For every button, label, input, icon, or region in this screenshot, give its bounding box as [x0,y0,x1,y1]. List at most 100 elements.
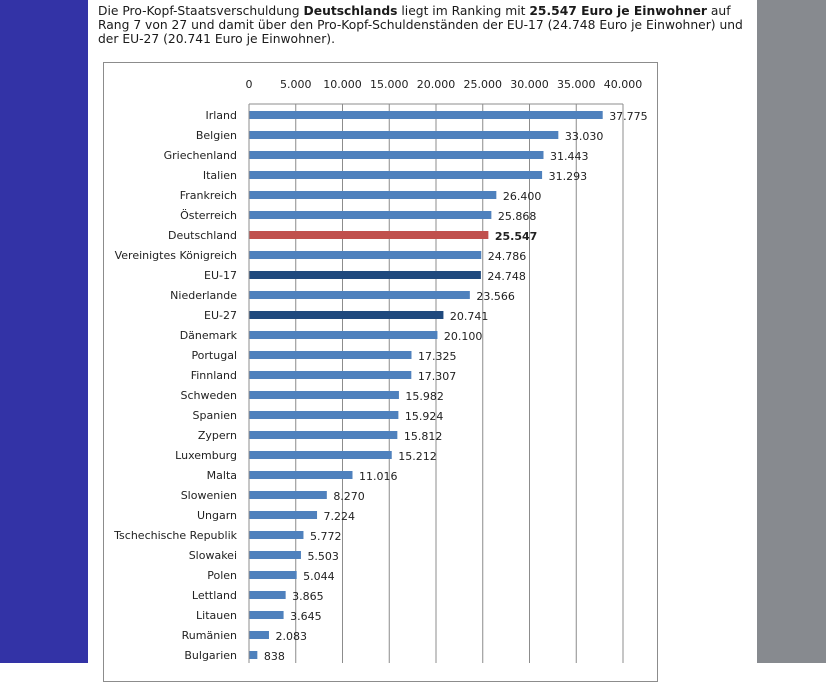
bar [249,511,318,519]
bar [249,431,398,439]
bar [249,331,438,339]
data-label: 7.224 [324,510,356,523]
category-label: Niederlande [170,289,237,302]
data-label: 15.812 [404,430,443,443]
left-sidebar-band [0,0,88,663]
intro-bold-germany: Deutschlands [303,4,398,18]
bar [249,451,392,459]
bar [249,211,492,219]
bar [249,191,497,199]
bar [249,471,353,479]
category-label: Slowakei [189,549,237,562]
bar [249,591,286,599]
data-label: 33.030 [565,130,604,143]
bar [249,371,412,379]
category-label: Schweden [181,389,238,402]
x-tick-label: 35.000 [557,78,596,91]
x-tick-label: 5.000 [280,78,312,91]
intro-text-2: liegt im Ranking mit [397,4,530,18]
category-label: Spanien [193,409,238,422]
bar [249,351,412,359]
bar [249,391,399,399]
data-label: 20.741 [450,310,489,323]
category-label: Rumänien [182,629,237,642]
category-label: Österreich [180,209,237,222]
bar [249,311,444,319]
bar [249,651,258,659]
x-tick-label: 0 [246,78,253,91]
data-label: 5.503 [307,550,339,563]
data-label: 31.443 [550,150,589,163]
data-label: 3.865 [292,590,324,603]
x-tick-label: 10.000 [323,78,362,91]
category-label: Polen [207,569,237,582]
data-label: 3.645 [290,610,322,623]
intro-bold-amount: 25.547 Euro je Einwohner [529,4,707,18]
category-label: EU-27 [204,309,237,322]
category-label: Luxemburg [175,449,237,462]
x-tick-label: 40.000 [604,78,643,91]
data-label: 37.775 [609,110,648,123]
bar [249,271,481,279]
data-label: 5.772 [310,530,342,543]
bar [249,631,269,639]
data-label: 17.325 [418,350,457,363]
bar [249,531,304,539]
data-label: 31.293 [549,170,588,183]
x-tick-label: 20.000 [417,78,456,91]
data-label: 2.083 [275,630,307,643]
bar [249,571,297,579]
debt-per-capita-bar-chart: 0 5.000 10.000 15.000 20.000 25.000 30.000 35.0… [113,78,648,663]
bar [249,491,327,499]
category-label: Finnland [191,369,237,382]
data-label: 15.982 [405,390,444,403]
category-label: Belgien [196,129,237,142]
x-tick-label: 15.000 [370,78,409,91]
bar [249,111,603,119]
data-label: 17.307 [418,370,457,383]
intro-text-3: auf Rang 7 von 27 und damit über den Pro… [98,4,743,47]
category-label: Litauen [196,609,237,622]
data-label: 24.748 [487,270,526,283]
right-sidebar-band [757,0,826,663]
category-label: Portugal [191,349,237,362]
category-label: Dänemark [180,329,238,342]
x-tick-label: 25.000 [464,78,503,91]
bar [249,611,284,619]
bar [249,551,301,559]
bar [249,171,543,179]
bar [249,251,482,259]
category-label: Frankreich [180,189,237,202]
category-label: Vereinigtes Königreich [115,249,237,262]
data-label: 25.868 [498,210,537,223]
category-label: Italien [203,169,237,182]
category-label: Lettland [192,589,237,602]
bar [249,131,559,139]
bar [249,151,544,159]
data-label: 23.566 [476,290,515,303]
data-label: 25.547 [495,230,537,243]
category-label: Slowenien [181,489,237,502]
data-label: 15.212 [398,450,437,463]
category-label: Griechenland [164,149,237,162]
data-label: 15.924 [405,410,444,423]
data-label: 5.044 [303,570,335,583]
category-label: Zypern [198,429,237,442]
data-label: 24.786 [488,250,527,263]
category-label: Irland [205,109,237,122]
data-label: 838 [264,650,285,663]
bar [249,411,399,419]
category-label: Deutschland [168,229,237,242]
data-label: 26.400 [503,190,541,203]
category-label: Tschechische Republik [113,529,237,542]
category-label: Ungarn [197,509,237,522]
x-tick-label: 30.000 [510,78,549,91]
data-label: 20.100 [444,330,483,343]
intro-text-1: Die Pro-Kopf-Staatsverschuldung [98,4,304,18]
bar [249,291,470,299]
category-label: Bulgarien [184,649,237,662]
bar [249,231,489,239]
category-label: Malta [207,469,237,482]
data-label: 11.016 [359,470,398,483]
data-label: 8.270 [333,490,365,503]
